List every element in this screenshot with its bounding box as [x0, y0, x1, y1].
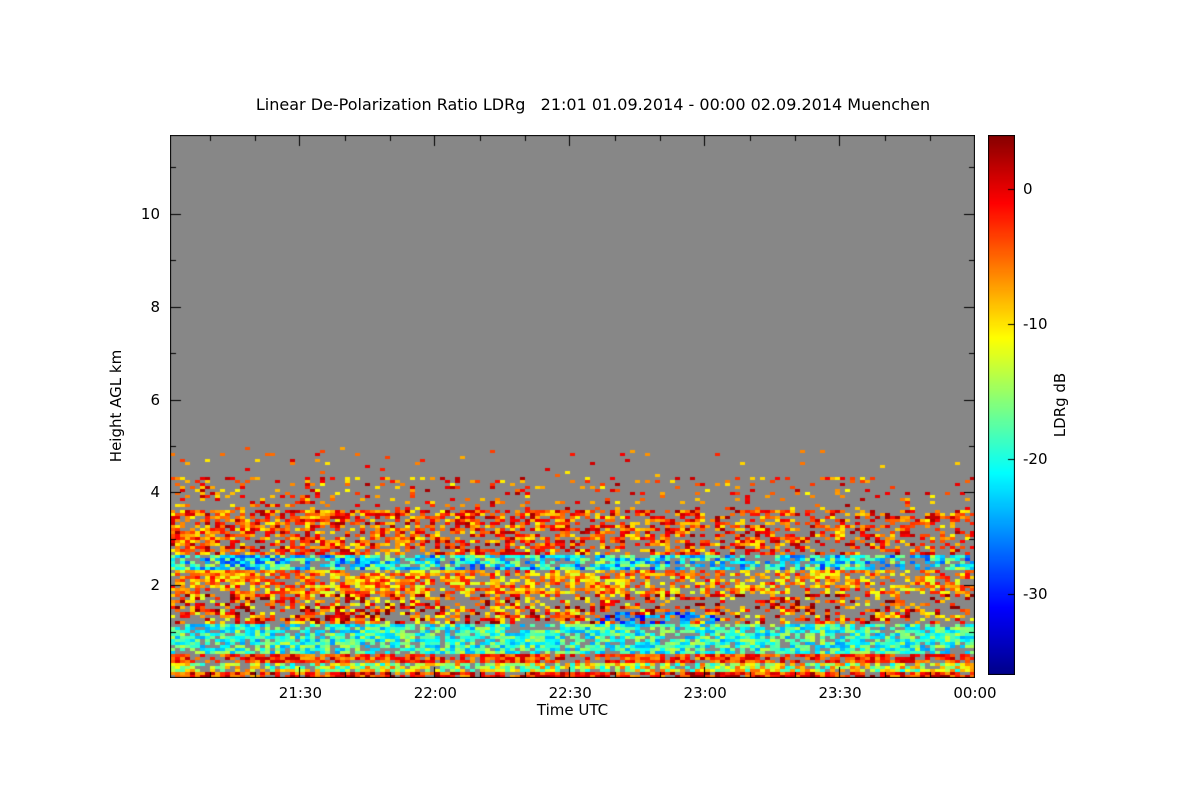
- y-tick-label: 8: [150, 297, 160, 316]
- x-tick-label: 00:00: [953, 684, 997, 702]
- colorbar: [988, 135, 1015, 675]
- x-tick-label: 22:00: [413, 684, 457, 702]
- y-tick-label: 2: [150, 576, 160, 595]
- colorbar-tick-label: 0: [1023, 180, 1033, 198]
- y-tick-label: 6: [150, 390, 160, 409]
- x-tick-label: 23:00: [683, 684, 727, 702]
- chart-title: Linear De-Polarization Ratio LDRg 21:01 …: [255, 95, 931, 114]
- colorbar-label: LDRg dB: [1051, 372, 1069, 438]
- x-axis-label: Time UTC: [536, 701, 609, 719]
- y-tick-label: 4: [150, 483, 160, 502]
- colorbar-tick-label: -20: [1023, 450, 1048, 468]
- colorbar-tick-label: -30: [1023, 585, 1048, 603]
- x-tick-label: 23:30: [818, 684, 862, 702]
- x-tick-label: 22:30: [548, 684, 592, 702]
- x-tick-label: 21:30: [278, 684, 323, 702]
- y-tick-label: 10: [140, 204, 160, 223]
- colorbar-tick-label: -10: [1023, 315, 1048, 333]
- heatmap-canvas: [170, 135, 975, 678]
